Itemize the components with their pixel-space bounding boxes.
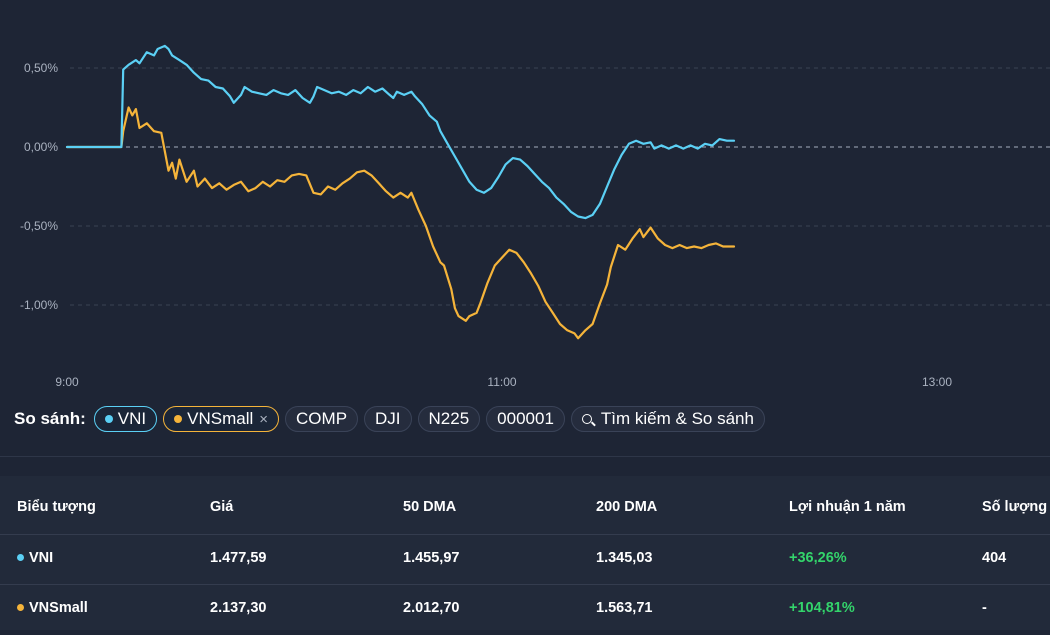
y-axis-ticks: 0,50% 0,00% -0,50% -1,00% (20, 61, 58, 312)
table-row[interactable]: VNI 1.477,59 1.455,97 1.345,03 +36,26% 4… (0, 534, 1050, 585)
compare-bar: So sánh: VNI VNSmall × COMP DJI N225 000… (14, 404, 765, 434)
compare-chip-vni-label: VNI (117, 409, 147, 428)
chart-gridlines (70, 67, 1050, 306)
compare-label: So sánh: (14, 409, 86, 428)
header-symbol[interactable]: Biểu tượng (17, 499, 96, 515)
row-symbol: VNSmall (17, 585, 88, 635)
compare-chip-vni[interactable]: VNI (93, 406, 158, 432)
compare-chip-comp[interactable]: COMP (285, 406, 359, 432)
vni-dot-icon (104, 415, 113, 423)
x-tick-label: 9:00 (55, 375, 79, 389)
header-return-1y[interactable]: Lợi nhuận 1 năm (789, 499, 906, 515)
search-icon (581, 414, 592, 424)
compare-chip-000001[interactable]: 000001 (486, 406, 565, 432)
compare-chip-vnsmall-label: VNSmall (187, 409, 254, 428)
y-tick-label: 0,50% (24, 61, 58, 75)
series-line-vni[interactable] (65, 44, 736, 220)
row-price: 2.137,30 (210, 600, 267, 616)
row-symbol-label: VNI (29, 550, 54, 566)
header-volume[interactable]: Số lượng (982, 499, 1048, 515)
vnsmall-dot-icon (17, 604, 24, 611)
section-divider (0, 456, 1050, 457)
y-tick-label: 0,00% (24, 140, 58, 154)
row-return-1y: +104,81% (789, 600, 855, 616)
x-axis-ticks: 9:00 11:00 13:00 (55, 375, 952, 389)
vnsmall-dot-icon (174, 415, 183, 423)
chart-series (65, 44, 736, 340)
compare-chip-n225[interactable]: N225 (417, 406, 481, 432)
row-symbol-label: VNSmall (29, 600, 88, 616)
search-compare-button[interactable]: Tìm kiếm & So sánh (570, 406, 765, 432)
row-volume: 404 (982, 550, 1007, 566)
row-dma50: 2.012,70 (403, 600, 460, 616)
row-symbol: VNI (17, 535, 53, 585)
series-line-vnsmall[interactable] (65, 106, 736, 340)
compare-chip-comp-label: COMP (296, 409, 348, 428)
vni-dot-icon (17, 554, 24, 561)
header-dma200[interactable]: 200 DMA (596, 499, 658, 515)
row-price: 1.477,59 (210, 550, 267, 566)
remove-icon[interactable]: × (259, 410, 269, 428)
header-dma50[interactable]: 50 DMA (403, 499, 457, 515)
table-header-row: Biểu tượng Giá 50 DMA 200 DMA Lợi nhuận … (0, 484, 1050, 534)
row-return-1y: +36,26% (789, 550, 847, 566)
comparison-table: Biểu tượng Giá 50 DMA 200 DMA Lợi nhuận … (0, 476, 1050, 630)
search-compare-label: Tìm kiếm & So sánh (600, 409, 754, 428)
row-dma200: 1.563,71 (596, 600, 653, 616)
compare-chip-vnsmall[interactable]: VNSmall × (163, 406, 280, 432)
compare-chip-n225-label: N225 (428, 409, 470, 428)
x-tick-label: 11:00 (487, 375, 516, 389)
row-dma200: 1.345,03 (596, 550, 653, 566)
compare-chip-dji[interactable]: DJI (364, 406, 412, 432)
y-tick-label: -1,00% (20, 298, 58, 312)
header-price[interactable]: Giá (210, 499, 234, 515)
compare-chip-000001-label: 000001 (497, 409, 554, 428)
y-tick-label: -0,50% (20, 219, 58, 233)
table-row[interactable]: VNSmall 2.137,30 2.012,70 1.563,71 +104,… (0, 584, 1050, 635)
compare-chip-dji-label: DJI (375, 409, 401, 428)
x-tick-label: 13:00 (922, 375, 952, 389)
price-chart[interactable]: 0,50% 0,00% -0,50% -1,00% 9:00 11:00 13:00 (0, 0, 1050, 400)
row-volume: - (982, 600, 987, 616)
row-dma50: 1.455,97 (403, 550, 460, 566)
